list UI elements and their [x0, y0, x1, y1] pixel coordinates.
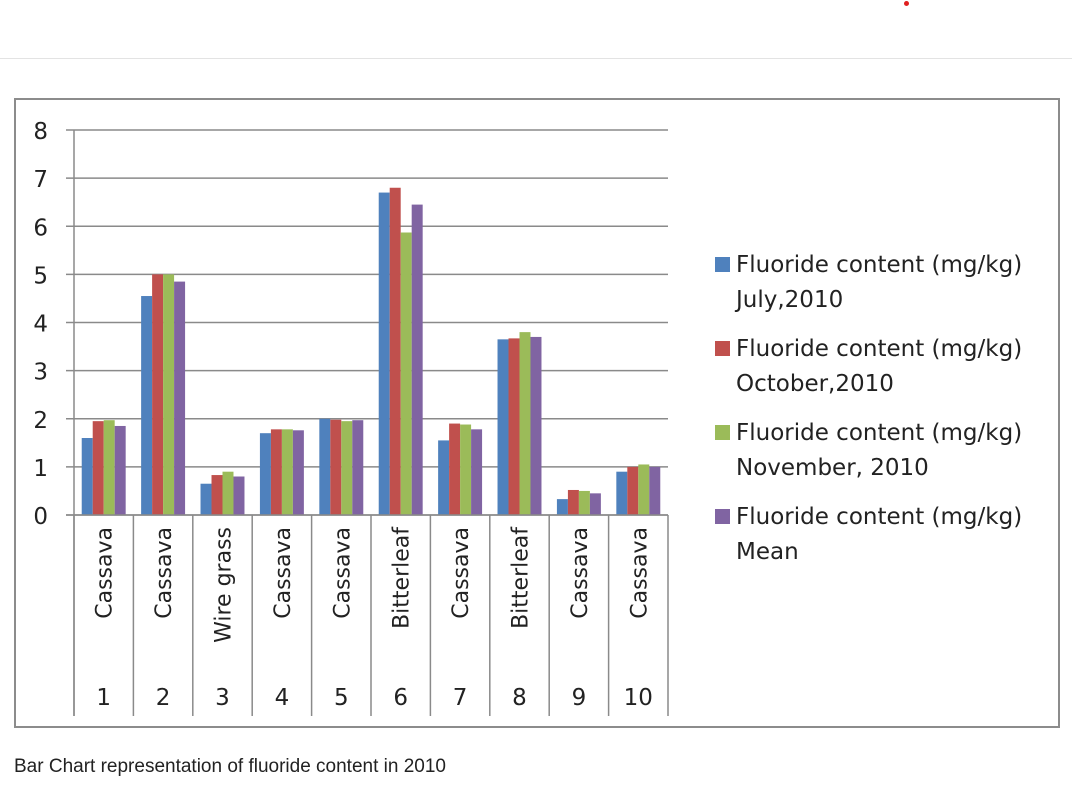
x-category-number: 9 — [572, 685, 587, 711]
x-category-number: 6 — [393, 685, 408, 711]
bar — [519, 332, 531, 515]
x-category-name: Bitterleaf — [390, 526, 415, 629]
bar — [589, 493, 601, 515]
chart-legend: Fluoride content (mg/kg) July,2010 Fluorid… — [715, 248, 1055, 584]
x-category-number: 1 — [96, 685, 111, 711]
x-category-name: Wire grass — [212, 527, 237, 643]
legend-label-line: Fluoride content (mg/kg) — [736, 420, 1023, 446]
bar — [460, 424, 472, 515]
bar — [114, 425, 126, 515]
legend-item: Fluoride content (mg/kg) Mean — [715, 500, 1055, 570]
bar — [211, 475, 223, 515]
x-category-name: Bitterleaf — [509, 526, 534, 629]
bar — [341, 421, 353, 515]
bar — [378, 192, 390, 515]
bar — [319, 418, 331, 515]
legend-label: Fluoride content (mg/kg) November, 2010 — [736, 416, 1022, 486]
bar — [411, 204, 423, 515]
x-category-number: 7 — [453, 685, 468, 711]
y-tick-label: 8 — [33, 119, 48, 145]
y-tick-label: 7 — [33, 167, 48, 193]
y-tick-label: 1 — [33, 456, 48, 482]
x-category-name: Cassava — [271, 527, 296, 619]
bar — [200, 483, 212, 515]
legend-swatch — [715, 341, 730, 356]
bar — [649, 466, 661, 515]
legend-label: Fluoride content (mg/kg) July,2010 — [736, 248, 1022, 318]
bar — [174, 281, 186, 515]
x-category-name: Cassava — [330, 527, 355, 619]
y-tick-label: 3 — [33, 360, 48, 386]
y-tick-label: 6 — [33, 215, 48, 241]
y-tick-label: 0 — [33, 504, 48, 530]
legend-swatch — [715, 257, 730, 272]
bar — [438, 440, 450, 515]
y-tick-label: 4 — [33, 312, 48, 338]
bar — [389, 187, 401, 515]
bar — [497, 339, 509, 515]
x-category-number: 2 — [156, 685, 171, 711]
legend-swatch — [715, 425, 730, 440]
bar — [638, 464, 650, 515]
legend-label-line: July,2010 — [736, 287, 844, 313]
legend-label: Fluoride content (mg/kg) October,2010 — [736, 332, 1022, 402]
bar — [270, 429, 282, 515]
x-category-number: 10 — [624, 685, 653, 711]
bar — [567, 489, 579, 515]
legend-item: Fluoride content (mg/kg) November, 2010 — [715, 416, 1055, 486]
bar — [81, 438, 93, 515]
bar — [92, 421, 104, 515]
bar — [163, 274, 175, 515]
bar — [152, 274, 164, 515]
bar — [400, 232, 412, 515]
legend-label-line: Fluoride content (mg/kg) — [736, 336, 1023, 362]
bar — [471, 429, 483, 515]
bar — [578, 490, 590, 515]
bar — [330, 419, 342, 515]
y-tick-label: 5 — [33, 263, 48, 289]
x-category-name: Cassava — [449, 527, 474, 619]
bar — [352, 420, 364, 515]
chart-caption: Bar Chart representation of fluoride con… — [14, 756, 446, 777]
bar — [292, 430, 304, 515]
x-category-name: Cassava — [152, 527, 177, 619]
legend-label-line: October,2010 — [736, 371, 894, 397]
x-category-name: Cassava — [93, 527, 118, 619]
legend-label-line: Fluoride content (mg/kg) — [736, 252, 1023, 278]
x-category-name: Cassava — [627, 527, 652, 619]
legend-label-line: Mean — [736, 539, 799, 565]
bar — [627, 466, 639, 515]
bar — [222, 471, 234, 515]
x-category-number: 8 — [512, 685, 527, 711]
bar — [281, 429, 293, 515]
bar — [259, 433, 271, 515]
bar — [449, 423, 461, 515]
red-dot-marker — [904, 1, 909, 6]
x-category-number: 4 — [275, 685, 290, 711]
bar — [556, 499, 568, 515]
legend-label: Fluoride content (mg/kg) Mean — [736, 500, 1022, 570]
bar — [103, 420, 115, 515]
legend-item: Fluoride content (mg/kg) July,2010 — [715, 248, 1055, 318]
x-category-number: 5 — [334, 685, 349, 711]
bar — [530, 336, 542, 515]
x-category-name: Cassava — [568, 527, 593, 619]
legend-item: Fluoride content (mg/kg) October,2010 — [715, 332, 1055, 402]
legend-label-line: Fluoride content (mg/kg) — [736, 504, 1023, 530]
bar — [141, 296, 153, 515]
legend-swatch — [715, 509, 730, 524]
x-category-number: 3 — [215, 685, 230, 711]
legend-label-line: November, 2010 — [736, 455, 929, 481]
bar — [233, 476, 245, 515]
bar — [616, 471, 628, 515]
bar — [508, 338, 520, 515]
y-tick-label: 2 — [33, 408, 48, 434]
top-divider — [0, 58, 1072, 59]
